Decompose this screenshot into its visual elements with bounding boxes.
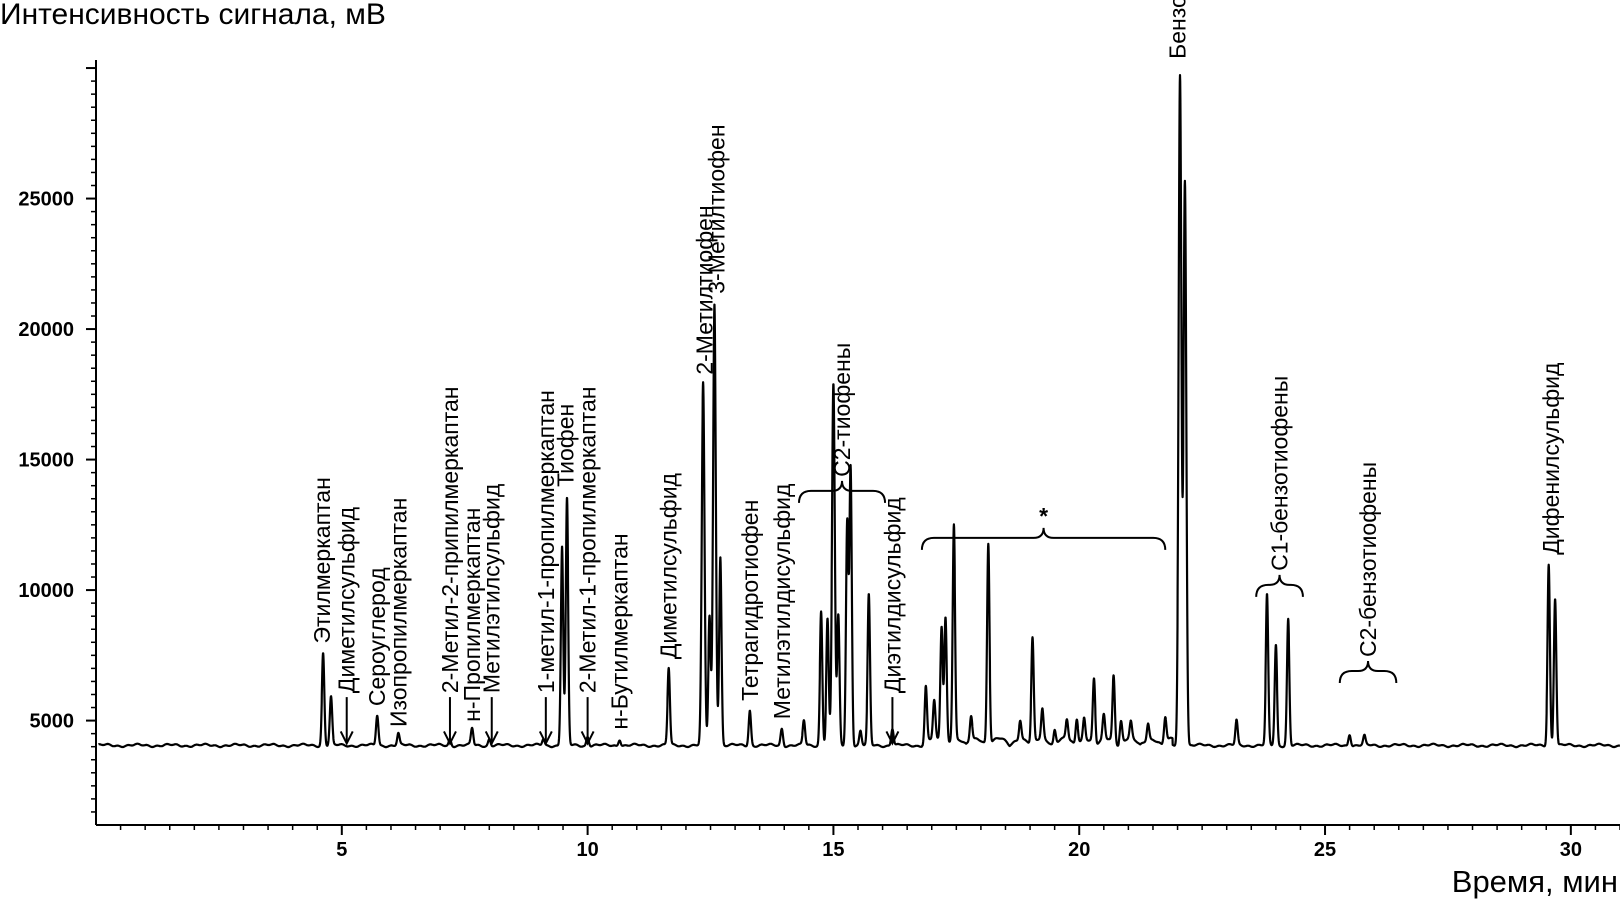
peak-label: н-Пропилмеркаптан	[459, 508, 485, 722]
group-bracket: C1-бензотиофены	[1255, 376, 1304, 597]
peak-annotation: Дифенилсульфид	[1538, 362, 1564, 555]
bracket-shape	[920, 527, 1167, 550]
chart-axes: 5 10 15 20 25 30 5000 10000 15000 20000 25000	[18, 60, 1620, 861]
arrow-head	[538, 730, 553, 746]
bracket-label: C2-бензотиофены	[1355, 462, 1381, 657]
peak-annotation: Сероуглерод	[364, 567, 390, 706]
group-bracket: C2-тиофены	[798, 343, 887, 503]
bracket-label: *	[1039, 503, 1048, 529]
arrow-head	[484, 730, 499, 746]
signal-line	[97, 74, 1620, 749]
x-axis-label: Время, мин	[1451, 864, 1618, 899]
peak-label: Метилэтилдисульфид	[769, 483, 795, 719]
peak-annotation: 2-Метил-1-пропилмеркаптан	[575, 387, 601, 746]
chromatogram-trace	[97, 74, 1620, 749]
y-tick-label: 5000	[30, 711, 75, 733]
group-bracket: C2-бензотиофены	[1338, 462, 1398, 684]
x-tick-label: 25	[1314, 839, 1336, 861]
peak-annotation: Диэтилдисульфид	[879, 497, 905, 746]
peak-label: Диэтилдисульфид	[879, 497, 905, 693]
peak-annotation: Тиофен	[552, 404, 578, 487]
peak-annotation: н-Бутилмеркаптан	[607, 533, 633, 729]
y-axis-label: Интенсивность сигнала, мВ	[0, 0, 386, 31]
peak-label: Тетрагидротиофен	[737, 500, 763, 701]
group-bracket: *	[920, 503, 1167, 550]
peak-annotation: Диметилсульфид	[656, 472, 682, 659]
peak-label: 2-Метилтиофен	[692, 205, 718, 374]
peak-annotation: 2-Метил-2-припилмеркаптан	[437, 386, 463, 746]
peak-label: Тиофен	[552, 404, 578, 487]
peak-annotation: Тетрагидротиофен	[737, 500, 763, 701]
peak-annotation: 3-Метилтиофен	[703, 124, 729, 293]
peak-label: Диметилсульфид	[334, 506, 360, 693]
y-tick-label: 15000	[18, 450, 74, 472]
peak-annotation: Метилэтилсульфид	[479, 483, 505, 746]
y-tick-label: 20000	[18, 319, 74, 341]
peak-label: Дифенилсульфид	[1538, 362, 1564, 555]
x-tick-label: 20	[1068, 839, 1090, 861]
peak-label: 3-Метилтиофен	[703, 124, 729, 293]
x-tick-label: 30	[1560, 839, 1582, 861]
peak-annotation: 2-Метилтиофен	[692, 205, 718, 374]
x-tick-label: 5	[336, 839, 347, 861]
x-tick-label: 10	[576, 839, 598, 861]
peak-label: 2-Метил-2-припилмеркаптан	[437, 386, 463, 693]
peak-label: Изопропилмеркаптан	[385, 498, 411, 727]
bracket-label: C1-бензотиофены	[1267, 376, 1293, 571]
peak-label: Бензотиофен	[1165, 0, 1191, 59]
peak-annotation: 1-метил-1-пропилмеркаптан	[533, 390, 559, 746]
peak-label: н-Бутилмеркаптан	[607, 533, 633, 729]
y-tick-label: 10000	[18, 580, 74, 602]
peak-annotation: н-Пропилмеркаптан	[459, 508, 485, 722]
bracket-shape	[1255, 574, 1304, 597]
peak-label: Диметилсульфид	[656, 472, 682, 659]
bracket-shape	[798, 480, 887, 503]
arrow-head	[885, 730, 900, 746]
peak-label: Метилэтилсульфид	[479, 483, 505, 693]
peak-label: 2-Метил-1-пропилмеркаптан	[575, 387, 601, 694]
peak-label: 1-метил-1-пропилмеркаптан	[533, 390, 559, 693]
peak-annotation: Этилмеркаптан	[309, 477, 335, 643]
arrow-head	[339, 730, 354, 746]
peak-label: Этилмеркаптан	[309, 477, 335, 643]
peak-label: Сероуглерод	[364, 567, 390, 706]
arrow-head	[580, 730, 595, 746]
peak-annotation: Бензотиофен	[1165, 0, 1191, 59]
x-tick-label: 15	[822, 839, 844, 861]
bracket-label: C2-тиофены	[829, 343, 855, 477]
arrow-head	[443, 730, 457, 746]
bracket-shape	[1338, 660, 1398, 684]
y-tick-label: 25000	[18, 189, 74, 211]
peak-annotation: Изопропилмеркаптан	[385, 498, 411, 727]
peak-annotation: Метилэтилдисульфид	[769, 483, 795, 719]
peak-annotation: Диметилсульфид	[334, 506, 360, 746]
